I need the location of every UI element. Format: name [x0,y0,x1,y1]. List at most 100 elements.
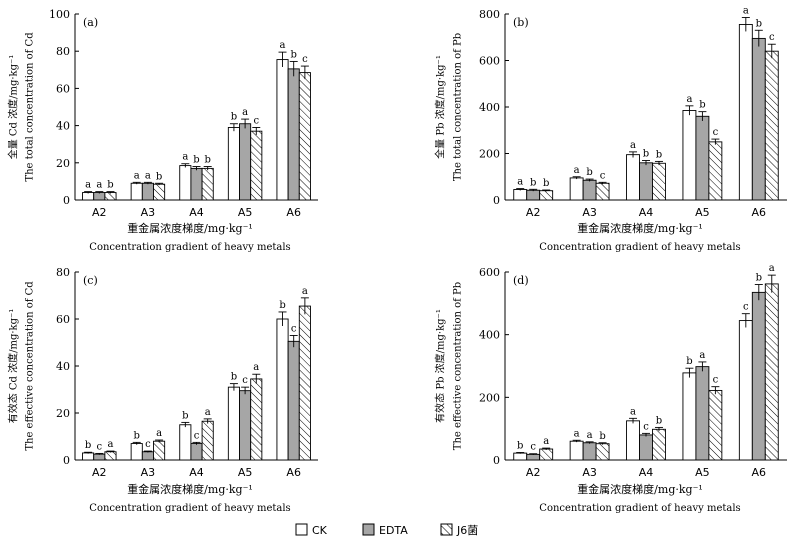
bar-j6-a3 [153,183,166,201]
significance-letter: b [193,155,199,166]
significance-letter: c [713,127,719,138]
bar-edta-a2 [526,453,541,461]
legend-swatch-ck [295,523,308,536]
bar-edta-a6 [751,291,766,461]
bar-ck-a6 [738,24,753,201]
y-tick-label: 600 [479,55,500,68]
bar-edta-a3 [141,182,154,201]
x-tick-label: A4 [189,466,204,479]
legend-item-ck: CK [295,523,328,537]
y-tick-label: 20 [56,407,70,420]
y-axis-title-en: The total concentration of Pb [453,33,464,181]
panel-label: (c) [83,274,98,287]
bar-ck-a6 [276,59,289,201]
x-axis-title-en: Concentration gradient of heavy metals [89,242,290,253]
bar-edta-a5 [239,390,252,461]
bar-edta-a6 [287,340,300,461]
x-tick-label: A4 [639,466,654,479]
y-tick-label: 100 [49,8,70,21]
significance-letter: b [517,440,523,451]
y-axis-title-cn: 全量 Cd 浓度/mg·kg⁻¹ [7,55,20,160]
bar-edta-a6 [751,37,766,201]
y-tick-label: 0 [493,194,500,207]
legend-swatch-j6 [440,523,453,536]
significance-letter: a [242,107,248,118]
bar-j6-a5 [708,141,723,201]
x-tick-label: A2 [92,466,107,479]
bar-edta-a3 [141,451,154,461]
significance-letter: a [85,180,91,191]
y-tick-label: 400 [479,329,500,342]
bar-edta-a6 [287,68,300,201]
bar-j6-a6 [298,305,311,461]
legend-item-edta: EDTA [362,523,408,537]
bar-edta-a3 [582,442,597,461]
bar-ck-a3 [569,177,584,201]
bar-j6-a3 [595,182,610,201]
y-tick-label: 0 [493,454,500,467]
x-tick-label: A2 [526,206,541,219]
significance-letter: b [231,112,237,123]
y-axis-title-en: The effective concentration of Cd [25,281,36,451]
significance-letter: a [156,428,162,439]
bar-ck-a4 [179,165,192,201]
bar-edta-a5 [695,115,710,201]
significance-letter: a [107,439,113,450]
bar-ck-a2 [513,189,528,201]
bar-ck-a2 [513,452,528,461]
bar-ck-a4 [179,424,192,461]
significance-letter: b [156,171,162,182]
significance-letter: b [543,178,549,189]
panel-label: (b) [513,16,529,29]
significance-letter: a [699,350,705,361]
bar-j6-a2 [104,192,117,201]
y-axis-title-en: The total concentration of Cd [25,32,36,182]
bar-edta-a2 [93,453,106,461]
bar-edta-a4 [639,434,653,461]
bar-j6-a6 [764,283,779,461]
bar-j6-a4 [652,428,666,461]
bar-j6-a4 [652,162,666,201]
significance-letter: b [134,430,140,441]
bar-j6-a5 [250,378,263,461]
significance-letter: c [145,439,151,450]
x-tick-label: A6 [752,466,767,479]
y-tick-label: 20 [56,157,70,170]
x-tick-label: A3 [582,206,597,219]
significance-letter: c [302,54,308,65]
significance-letter: b [107,180,113,191]
bar-j6-a3 [595,443,610,461]
bar-ck-a2 [82,452,95,461]
significance-letter: b [290,49,296,60]
bar-edta-a4 [639,162,653,201]
significance-letter: a [574,165,580,176]
significance-letter: b [182,410,188,421]
chart-panel-1: 0 200 400 600 800 (b) 全量 Pb 浓度/mg·kg⁻¹ The tota… [434,5,787,253]
bar-j6-a5 [250,130,263,201]
legend-item-j6: J6菌 [440,523,478,537]
bar-j6-a6 [764,50,779,201]
y-tick-label: 800 [479,8,500,21]
significance-letter: c [643,421,649,432]
significance-letter: a [543,436,549,447]
significance-letter: a [134,170,140,181]
y-tick-label: 80 [56,45,70,58]
x-tick-label: A3 [141,466,156,479]
bar-j6-a6 [298,72,311,201]
legend-swatch-edta [362,523,375,536]
bar-ck-a5 [227,127,240,201]
x-tick-label: A4 [189,206,204,219]
bar-j6-a4 [201,420,214,461]
bar-j6-a2 [104,451,117,461]
legend-label-edta: EDTA [379,524,408,537]
legend-label-ck: CK [312,524,328,537]
y-axis-title-cn: 全量 Pb 浓度/mg·kg⁻¹ [434,55,447,159]
panel-label: (d) [513,274,529,287]
bar-edta-a2 [93,192,106,201]
significance-letter: a [587,430,593,441]
x-tick-label: A6 [752,206,767,219]
y-tick-label: 40 [56,360,70,373]
significance-letter: a [630,406,636,417]
x-tick-label: A3 [141,206,156,219]
